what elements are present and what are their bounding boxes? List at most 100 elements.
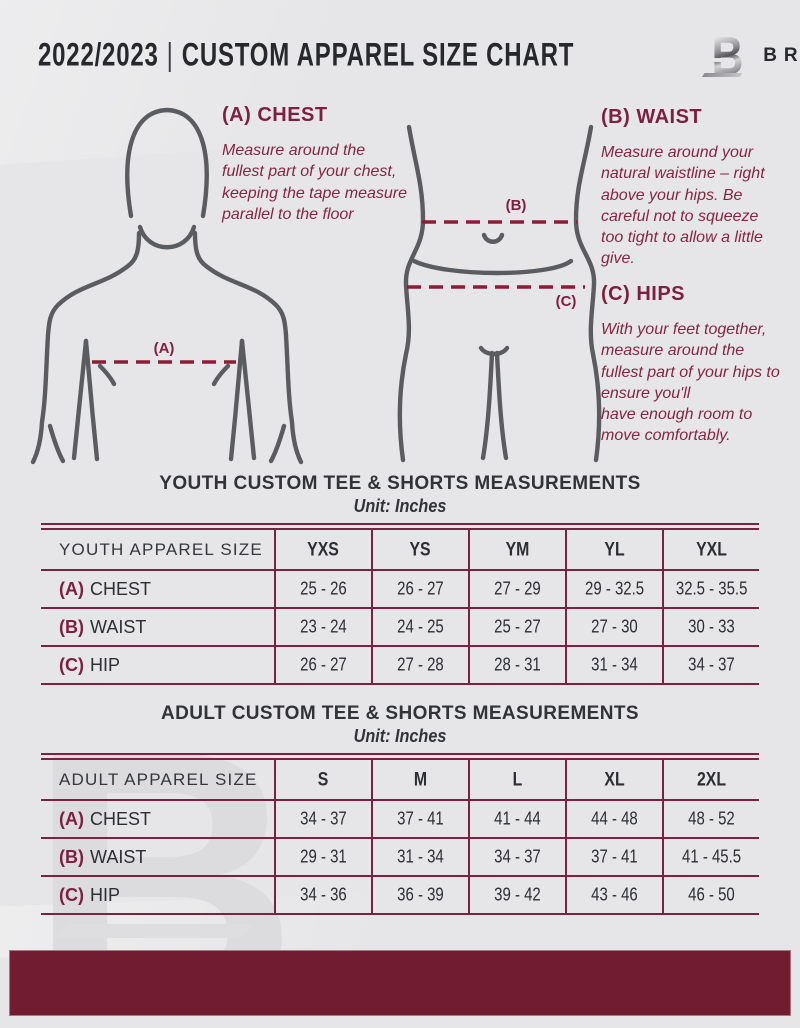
head-outline bbox=[125, 107, 209, 219]
measurement-value-cell: 24 - 25 bbox=[371, 608, 469, 646]
youth-measurements-section: YOUTH CUSTOM TEE & SHORTS MEASUREMENTS U… bbox=[0, 473, 800, 685]
measurement-value-cell: 39 - 42 bbox=[468, 876, 566, 914]
navel-mark bbox=[481, 232, 505, 244]
measurement-value-cell: 34 - 37 bbox=[662, 646, 759, 684]
torso-right-outline bbox=[573, 124, 602, 463]
youth-header-row: YOUTH APPAREL SIZE YXS YS YM YL YXL bbox=[41, 529, 759, 570]
measurement-value-cell: 32.5 - 35.5 bbox=[662, 570, 759, 608]
chest-instruction-block: (A) CHEST Measure around the fullest par… bbox=[222, 104, 410, 225]
right-chest-crease bbox=[211, 363, 231, 387]
measurement-value-cell: 27 - 29 bbox=[468, 570, 566, 608]
size-col-header: 2XL bbox=[662, 759, 759, 800]
measurement-row-label: (C) HIP bbox=[59, 884, 121, 905]
adult-table-frame: ADULT APPAREL SIZE S M L XL 2XL (A) CHEST… bbox=[41, 753, 759, 915]
size-col-header: YM bbox=[468, 529, 566, 570]
measurement-value-cell: 26 - 27 bbox=[371, 570, 469, 608]
measurement-value-cell: 31 - 34 bbox=[565, 646, 663, 684]
waistband-curve bbox=[411, 258, 574, 276]
size-col-header: YL bbox=[565, 529, 663, 570]
hips-instruction-text: With your feet together, measure around … bbox=[601, 321, 780, 445]
adult-size-label-header: ADULT APPAREL SIZE bbox=[59, 769, 258, 789]
size-col-header: S bbox=[274, 759, 372, 800]
measurement-value-cell: 26 - 27 bbox=[274, 646, 372, 684]
measurement-value-cell: 29 - 32.5 bbox=[565, 570, 663, 608]
size-col-header: M bbox=[371, 759, 469, 800]
measurement-value-cell: 25 - 26 bbox=[274, 570, 372, 608]
size-col-header: YS bbox=[371, 529, 469, 570]
right-shoulder-arm-outline bbox=[192, 230, 304, 465]
left-forearm-line bbox=[47, 423, 66, 464]
footer-bar bbox=[9, 950, 791, 1016]
chest-instruction-text: Measure around the fullest part of your … bbox=[222, 142, 408, 223]
measurement-value-cell: 44 - 48 bbox=[565, 800, 663, 838]
hips-line-label: (C) bbox=[555, 293, 577, 310]
table-row: (B) WAIST 29 - 31 31 - 34 34 - 37 37 - 41… bbox=[41, 838, 759, 876]
table-row: (A) CHEST 34 - 37 37 - 41 41 - 44 44 - 48… bbox=[41, 800, 759, 838]
left-armpit-inner-line bbox=[83, 338, 100, 462]
size-col-header: L bbox=[468, 759, 566, 800]
measurement-row-label: (B) WAIST bbox=[59, 846, 147, 867]
page-title: 2022/2023 | CUSTOM APPAREL SIZE CHART bbox=[38, 38, 574, 75]
youth-table-title: YOUTH CUSTOM TEE & SHORTS MEASUREMENTS bbox=[159, 473, 641, 494]
size-col-header: YXL bbox=[662, 529, 759, 570]
table-row: (C) HIP 34 - 36 36 - 39 39 - 42 43 - 46 4… bbox=[41, 876, 759, 914]
measurement-value-cell: 27 - 30 bbox=[565, 608, 663, 646]
left-shoulder-arm-outline bbox=[30, 230, 142, 465]
measurement-row-label: (B) WAIST bbox=[59, 616, 147, 637]
measurement-value-cell: 23 - 24 bbox=[274, 608, 372, 646]
measurement-value-cell: 37 - 41 bbox=[565, 838, 663, 876]
left-chest-crease bbox=[97, 363, 117, 387]
hips-instruction-heading: (C) HIPS bbox=[601, 283, 685, 305]
measurement-row-label: (A) CHEST bbox=[59, 808, 152, 829]
measurement-value-cell: 34 - 37 bbox=[274, 800, 372, 838]
hips-instruction-block: (C) HIPS With your feet together, measur… bbox=[601, 283, 789, 447]
upper-body-figure bbox=[30, 107, 304, 465]
measurement-value-cell: 48 - 52 bbox=[662, 800, 759, 838]
brand-name: BREAKAWAY bbox=[763, 45, 800, 66]
left-armpit-outer-line bbox=[71, 338, 89, 461]
measurement-value-cell: 34 - 36 bbox=[274, 876, 372, 914]
title-text: CUSTOM APPAREL SIZE CHART bbox=[181, 37, 575, 74]
youth-size-table: YOUTH APPAREL SIZE YXS YS YM YL YXL (A) C… bbox=[41, 528, 759, 685]
breakaway-logo-icon: B bbox=[702, 29, 744, 82]
lower-body-figure bbox=[397, 124, 602, 463]
measurement-value-cell: 28 - 31 bbox=[468, 646, 566, 684]
waist-instruction-block: (B) WAIST Measure around your natural wa… bbox=[601, 106, 783, 270]
youth-size-label-header: YOUTH APPAREL SIZE bbox=[59, 539, 263, 559]
waist-instruction-text: Measure around your natural waistline – … bbox=[601, 144, 765, 268]
measurement-value-cell: 31 - 34 bbox=[371, 838, 469, 876]
measurement-value-cell: 46 - 50 bbox=[662, 876, 759, 914]
chest-line-label: (A) bbox=[153, 340, 175, 357]
right-forearm-line bbox=[268, 423, 287, 464]
measurement-value-cell: 41 - 45.5 bbox=[662, 838, 759, 876]
right-armpit-outer-line bbox=[239, 338, 257, 461]
youth-table-unit: Unit: Inches bbox=[353, 496, 447, 516]
title-year: 2022/2023 bbox=[38, 37, 159, 74]
logo-cut-decoration bbox=[705, 57, 734, 62]
table-row: (B) WAIST 23 - 24 24 - 25 25 - 27 27 - 30… bbox=[41, 608, 759, 646]
adult-header-row: ADULT APPAREL SIZE S M L XL 2XL bbox=[41, 759, 759, 800]
logo-base-sweep-decoration bbox=[702, 73, 743, 78]
brand-watermark-sweep bbox=[55, 924, 254, 938]
inner-right-leg-line bbox=[494, 350, 509, 461]
measurement-value-cell: 43 - 46 bbox=[565, 876, 663, 914]
title-divider: | bbox=[166, 37, 174, 74]
measurement-value-cell: 29 - 31 bbox=[274, 838, 372, 876]
table-row: (C) HIP 26 - 27 27 - 28 28 - 31 31 - 34 3… bbox=[41, 646, 759, 684]
size-col-header: XL bbox=[565, 759, 663, 800]
waist-instruction-heading: (B) WAIST bbox=[601, 106, 703, 128]
measurement-row-label: (C) HIP bbox=[59, 654, 121, 675]
page-header: 2022/2023 | CUSTOM APPAREL SIZE CHART B BR… bbox=[38, 29, 800, 83]
chest-instruction-heading: (A) CHEST bbox=[222, 104, 328, 126]
measurement-value-cell: 41 - 44 bbox=[468, 800, 566, 838]
table-row: (A) CHEST 25 - 26 26 - 27 27 - 29 29 - 32… bbox=[41, 570, 759, 608]
right-armpit-inner-line bbox=[228, 338, 245, 462]
waist-line-label: (B) bbox=[505, 197, 527, 214]
adult-table-unit: Unit: Inches bbox=[353, 726, 447, 746]
adult-table-title: ADULT CUSTOM TEE & SHORTS MEASUREMENTS bbox=[161, 703, 639, 724]
measurement-value-cell: 27 - 28 bbox=[371, 646, 469, 684]
measurement-row-label: (A) CHEST bbox=[59, 578, 152, 599]
torso-left-outline bbox=[397, 124, 426, 463]
brand-logo: B BREAKAWAY bbox=[702, 29, 800, 82]
chin-outline bbox=[137, 224, 197, 250]
